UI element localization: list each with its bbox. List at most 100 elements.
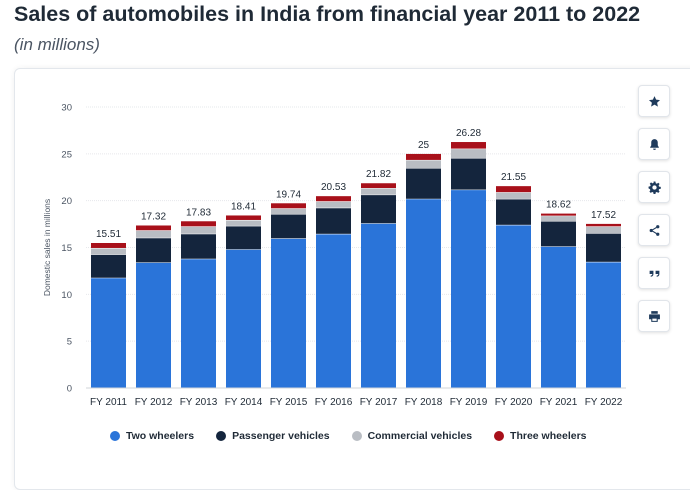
bar-segment	[226, 249, 261, 388]
bar-segment	[541, 213, 576, 216]
bar-segment	[181, 258, 216, 388]
bar-segment	[271, 213, 306, 239]
bar-segment	[136, 225, 171, 231]
chart-legend: Two wheelers Passenger vehicles Commercial…	[110, 428, 609, 444]
bar-segment	[136, 230, 171, 238]
bar-segment	[541, 246, 576, 388]
bar-segment	[136, 262, 171, 388]
star-icon[interactable]	[638, 85, 670, 117]
bar-segment	[451, 142, 486, 149]
x-tick-label: FY 2011	[90, 397, 127, 408]
bar-segment	[136, 237, 171, 263]
y-tick-label: 20	[61, 196, 72, 207]
legend-item[interactable]: Passenger vehicles	[216, 430, 330, 442]
x-tick-label: FY 2016	[315, 397, 353, 408]
legend-marker	[494, 431, 505, 441]
legend-label: Two wheelers	[126, 430, 195, 442]
bar-total-label: 26.28	[456, 128, 481, 139]
bar-segment	[226, 219, 261, 226]
bar-segment	[226, 215, 261, 220]
bar-segment	[316, 207, 351, 234]
bar-segment	[406, 153, 441, 160]
page-title: Sales of automobiles in India from finan…	[14, 2, 641, 26]
y-axis-label: Domestic sales in millions	[42, 199, 52, 296]
x-tick-label: FY 2022	[585, 397, 623, 408]
bar-segment	[586, 261, 621, 388]
share-icon[interactable]	[638, 214, 670, 246]
bar-segment	[541, 215, 576, 221]
bar-total-label: 20.53	[321, 182, 346, 193]
chart-card	[14, 68, 690, 490]
bar-total-label: 19.74	[276, 189, 301, 200]
legend-item[interactable]: Commercial vehicles	[351, 430, 473, 442]
bar-segment	[496, 192, 531, 199]
bar-segment	[181, 221, 216, 227]
chart-svg: 0 5 10 15 20 25 30 Domestic sales in millions 15…	[42, 103, 626, 408]
legend-item[interactable]: Three wheelers	[494, 430, 587, 442]
bar-segment	[586, 233, 621, 262]
bar-total-label: 25	[418, 140, 430, 151]
bar-segment	[586, 226, 621, 234]
x-tick-label: FY 2017	[360, 397, 398, 408]
print-icon[interactable]	[638, 300, 670, 332]
bar-segment	[316, 233, 351, 388]
bar-segment	[406, 167, 441, 199]
bar-segment	[316, 196, 351, 202]
bar-segment	[91, 243, 126, 248]
bar-segment	[91, 254, 126, 278]
bar-segment	[361, 183, 396, 189]
x-tick-label: FY 2012	[135, 397, 173, 408]
bar-segment	[181, 226, 216, 234]
y-tick-label: 0	[67, 384, 72, 395]
x-tick-label: FY 2014	[225, 397, 263, 408]
legend-label: Commercial vehicles	[367, 430, 473, 442]
legend-item[interactable]: Two wheelers	[110, 430, 194, 442]
y-tick-label: 15	[61, 243, 72, 254]
bar-segment	[271, 208, 306, 214]
quote-icon[interactable]	[638, 257, 670, 289]
bar-segment	[496, 224, 531, 388]
bar-segment	[451, 148, 486, 158]
bar-segment	[91, 247, 126, 255]
y-tick-label: 30	[61, 103, 72, 114]
bar-segment	[406, 198, 441, 388]
page-subtitle: (in millions)	[14, 35, 100, 54]
legend-marker	[351, 431, 362, 441]
x-tick-label: FY 2021	[540, 397, 578, 408]
legend-label: Three wheelers	[510, 430, 587, 442]
bar-segment	[361, 194, 396, 224]
bar-segment	[451, 189, 486, 388]
bar-total-label: 21.82	[366, 169, 391, 180]
y-tick-label: 25	[61, 149, 72, 160]
x-tick-label: FY 2013	[180, 397, 218, 408]
legend-label: Passenger vehicles	[232, 430, 330, 442]
bar-total-label: 18.41	[231, 201, 256, 212]
bar-segment	[406, 159, 441, 168]
gear-icon[interactable]	[638, 171, 670, 203]
x-tick-label: FY 2018	[405, 397, 443, 408]
bar-total-label: 17.32	[141, 211, 166, 222]
bar-total-label: 15.51	[96, 229, 121, 240]
bar-segment	[181, 233, 216, 259]
bar-segment	[586, 223, 621, 227]
bar-segment	[496, 186, 531, 193]
legend-marker	[110, 431, 120, 441]
bar-total-label: 17.52	[591, 210, 616, 221]
bell-icon[interactable]	[638, 128, 670, 160]
legend-marker	[216, 431, 227, 441]
bar-segment	[451, 157, 486, 190]
bar-total-label: 18.62	[546, 200, 571, 211]
bar-segment	[226, 225, 261, 250]
x-tick-label: FY 2020	[495, 397, 533, 408]
bar-total-label: 21.55	[501, 172, 526, 183]
y-tick-label: 5	[67, 337, 72, 348]
y-tick-label: 10	[61, 290, 72, 301]
x-tick-label: FY 2019	[450, 397, 488, 408]
bar-segment	[316, 201, 351, 208]
bar-segment	[496, 198, 531, 225]
bar-segment	[91, 277, 126, 388]
bar-segment	[541, 220, 576, 247]
bar-total-label: 17.83	[186, 207, 211, 218]
bar-segment	[271, 238, 306, 388]
chart-toolbar	[638, 85, 670, 343]
